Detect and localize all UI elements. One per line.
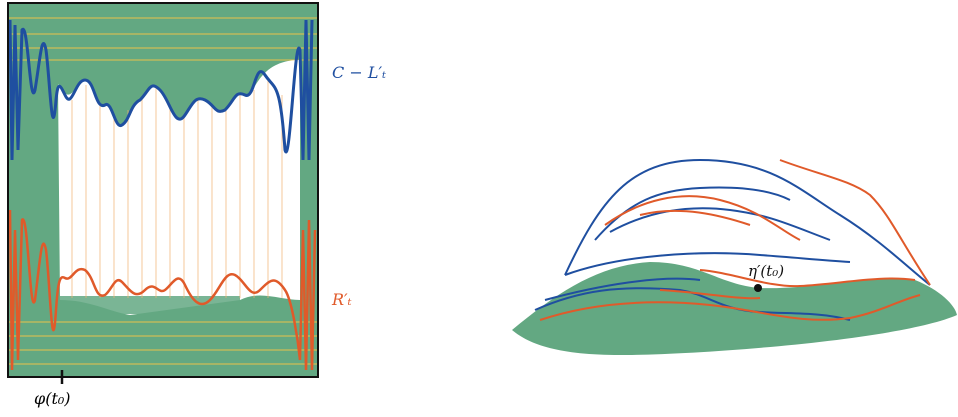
left-panel: φ(t₀) C − L′ₜ R′ₜ [8,3,386,408]
orange-label: R′ₜ [331,290,352,309]
blue-label: C − L′ₜ [332,63,386,82]
figure: φ(t₀) C − L′ₜ R′ₜ η′(t₀) [0,0,958,413]
axis-label: φ(t₀) [34,389,71,408]
point-label: η′(t₀) [748,262,784,280]
page: φ(t₀) C − L′ₜ R′ₜ η′(t₀) (() => { const … [0,0,958,413]
point [754,284,762,292]
right-panel: η′(t₀) [512,160,957,355]
green-strip [60,296,240,314]
